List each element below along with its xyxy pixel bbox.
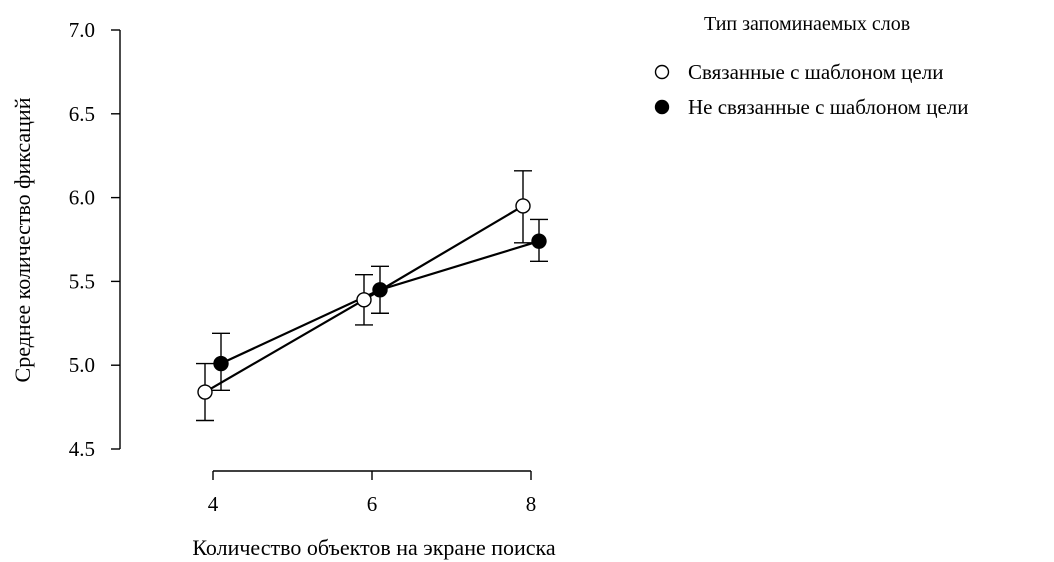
series-lines	[204, 205, 540, 393]
open-circle-data-point	[515, 198, 531, 214]
filled-circle-data-point	[372, 282, 388, 298]
y-tick-label: 7.0	[69, 18, 95, 42]
y-axis-title: Среднее количество фиксаций	[10, 97, 35, 382]
filled-circle-data-point	[213, 355, 229, 372]
legend-label-related: Связанные с шаблоном цели	[688, 60, 943, 84]
y-tick-label: 6.5	[69, 102, 95, 126]
legend-title: Тип запоминаемых слов	[704, 13, 910, 35]
x-axis-ticks: 4 6 8	[208, 471, 537, 516]
x-tick-label: 6	[367, 492, 378, 516]
y-tick-label: 5.0	[69, 353, 95, 377]
legend-item-unrelated: Не связанные с шаблоном цели	[654, 95, 969, 119]
legend: Тип запоминаемых слов Связанные с шаблон…	[654, 13, 969, 119]
legend-filled-circle-marker	[654, 99, 670, 115]
y-axis-ticks: 4.5 5.0 5.5 6.0 6.5 7.0	[69, 18, 120, 461]
filled-circle-data-point	[531, 233, 547, 249]
data-markers	[197, 198, 547, 400]
legend-item-related: Связанные с шаблоном цели	[654, 60, 943, 84]
open-circle-data-point	[197, 384, 213, 400]
x-tick-label: 4	[208, 492, 219, 516]
legend-label-unrelated: Не связанные с шаблоном цели	[688, 95, 969, 119]
y-tick-label: 5.5	[69, 269, 95, 293]
x-axis-title: Количество объектов на экране поиска	[192, 535, 556, 560]
open-circle-data-point	[356, 292, 372, 308]
legend-open-circle-marker	[654, 64, 670, 80]
y-tick-label: 4.5	[69, 437, 95, 461]
x-tick-label: 8	[526, 492, 537, 516]
y-tick-label: 6.0	[69, 186, 95, 210]
